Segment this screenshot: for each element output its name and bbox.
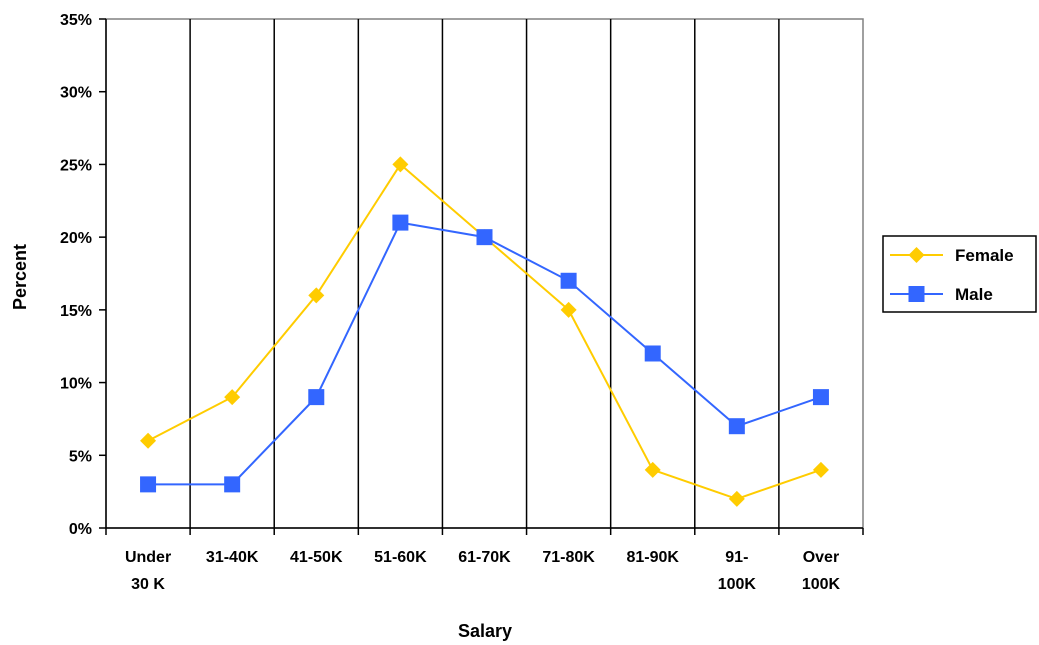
y-tick-label: 10% <box>60 376 92 393</box>
x-tick-label: 71-80K <box>542 549 595 566</box>
plot-area <box>105 18 864 529</box>
x-axis: Under 30 K 31-40K 41-50K 51-60K 61-70K 71-80K 8… <box>105 527 864 593</box>
female-point <box>308 287 325 304</box>
female-point <box>812 461 829 478</box>
y-tick-label: 20% <box>60 230 92 247</box>
y-tick-label: 30% <box>60 85 92 102</box>
male-point <box>728 418 745 435</box>
x-tick-label: Under 30 K <box>125 549 171 593</box>
y-tick-label: 0% <box>69 521 92 538</box>
plot-frame <box>105 18 864 529</box>
female-point <box>644 461 661 478</box>
female-point <box>140 432 157 449</box>
y-tick-label: 15% <box>60 303 92 320</box>
male-series <box>140 214 829 493</box>
male-point <box>140 476 157 493</box>
x-axis-title: Salary <box>458 621 512 641</box>
male-point <box>308 389 325 406</box>
y-tick-label: 25% <box>60 157 92 174</box>
male-point <box>560 272 577 289</box>
male-point <box>476 229 493 246</box>
legend-female-marker <box>908 247 925 263</box>
female-point <box>728 490 745 507</box>
y-axis: 0% 5% 10% 15% 20% 25% 30% 35% <box>60 12 107 538</box>
series-layer <box>140 156 829 507</box>
legend-male-marker <box>908 286 925 302</box>
legend: Female Male <box>882 235 1037 313</box>
x-tick-label: 31-40K <box>206 549 259 566</box>
x-tick-label: 61-70K <box>458 549 511 566</box>
male-point <box>644 345 661 362</box>
x-tick-label: Over 100K <box>802 549 841 593</box>
female-point <box>392 156 409 173</box>
y-tick-label: 35% <box>60 12 92 29</box>
x-tick-label: 51-60K <box>374 549 427 566</box>
male-point <box>392 214 409 231</box>
legend-female-label: Female <box>955 246 1014 265</box>
x-tick-label: 41-50K <box>290 549 343 566</box>
x-tick-label: 81-90K <box>626 549 679 566</box>
female-point <box>560 301 577 318</box>
y-axis-title: Percent <box>10 244 30 310</box>
y-tick-label: 5% <box>69 448 92 465</box>
male-point <box>224 476 241 493</box>
x-tick-label: 91-100K <box>718 549 757 593</box>
male-point <box>812 389 829 406</box>
legend-male-label: Male <box>955 285 993 304</box>
female-point <box>224 389 241 406</box>
